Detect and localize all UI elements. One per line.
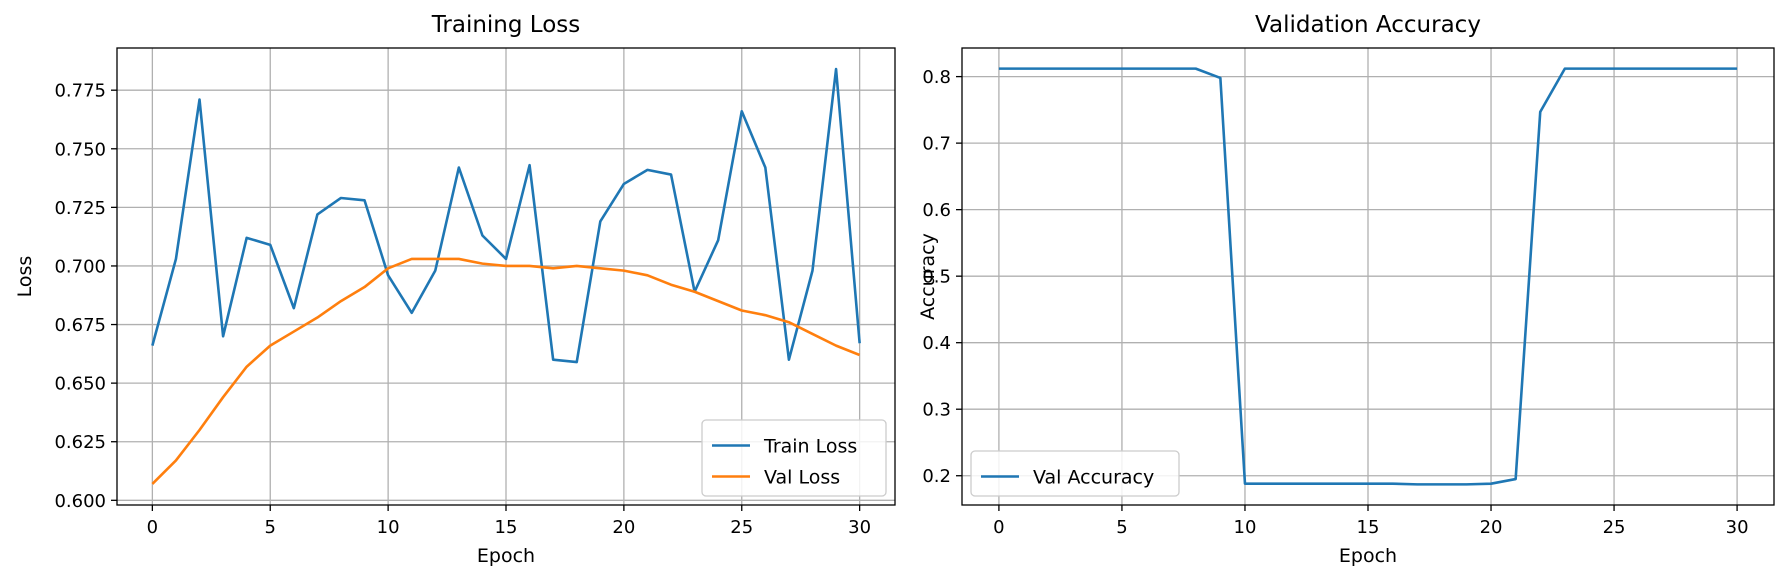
chart-0-x-tick-label-1: 5: [265, 517, 276, 538]
chart-0-legend: Train Loss Val Loss: [701, 419, 887, 497]
chart-1-y-tick-label-6: 0.8: [922, 67, 951, 88]
chart-1-x-tick-label-2: 10: [1234, 517, 1257, 538]
chart-1-x-tick-label-5: 25: [1603, 517, 1626, 538]
chart-0-y-axis-label: Loss: [14, 256, 36, 298]
chart-1-x-tick-label-0: 0: [993, 517, 1004, 538]
chart-1-x-tick-label-4: 20: [1480, 517, 1503, 538]
chart-1-x-tick-label-1: 5: [1116, 517, 1127, 538]
chart-1-y-axis-label: Accuracy: [917, 233, 939, 320]
chart-0-series-val-loss-line: [151, 257, 861, 485]
chart-1-series-val-accuracy-line: [998, 67, 1738, 486]
chart-0-x-tick-label-2: 10: [377, 517, 400, 538]
chart-1-x-tick-label-3: 15: [1357, 517, 1380, 538]
chart-0-legend-label-train-loss: Train Loss: [763, 436, 857, 458]
chart-1-x-axis-label: Epoch: [1339, 545, 1397, 567]
chart-0-x-tick-label-3: 15: [495, 517, 518, 538]
chart-0-y-tick-label-3: 0.675: [54, 315, 106, 336]
validation-accuracy-panel: 0 5 10 15 20 25 30 0.2 0.3 0.4 0.5 0.6 0.7 0.8 Validat…: [917, 12, 1775, 567]
chart-0-title: Training Loss: [431, 12, 581, 38]
chart-1-y-tick-label-5: 0.7: [922, 134, 951, 155]
chart-0-x-tick-label-5: 25: [730, 517, 753, 538]
chart-0-y-tick-label-5: 0.725: [54, 198, 106, 219]
chart-1-y-tick-label-4: 0.6: [922, 200, 951, 221]
chart-1-y-tick-label-2: 0.4: [922, 333, 951, 354]
chart-1-legend-box: [970, 450, 1180, 497]
chart-0-x-tick-label-4: 20: [612, 517, 635, 538]
chart-0-y-tick-label-6: 0.750: [54, 139, 106, 160]
chart-0-x-tick-label-0: 0: [147, 517, 158, 538]
chart-1-title: Validation Accuracy: [1255, 12, 1481, 38]
chart-1-legend: Val Accuracy: [970, 450, 1180, 497]
training-loss-panel: 0 5 10 15 20 25 30 0.600 0.625 0.650 0.675 0.700 0.7…: [14, 12, 896, 567]
chart-0-y-tick-label-2: 0.650: [54, 374, 106, 395]
chart-1-x-tick-label-6: 30: [1726, 517, 1749, 538]
chart-0-legend-label-val-loss: Val Loss: [764, 467, 840, 489]
chart-1-legend-label-val-accuracy: Val Accuracy: [1033, 467, 1154, 489]
chart-1-y-tick-label-3: 0.5: [922, 267, 951, 288]
chart-0-series-train-loss-line: [151, 67, 861, 364]
chart-0-y-tick-label-7: 0.775: [54, 81, 106, 102]
chart-0-x-axis-label: Epoch: [477, 545, 535, 567]
chart-0-y-tick-label-1: 0.625: [54, 432, 106, 453]
chart-1-y-tick-label-0: 0.2: [922, 466, 951, 487]
chart-0-y-tick-label-4: 0.700: [54, 256, 106, 277]
chart-0-y-tick-label-0: 0.600: [54, 491, 106, 512]
chart-1-y-tick-label-1: 0.3: [922, 400, 951, 421]
chart-0-x-tick-label-6: 30: [848, 517, 871, 538]
